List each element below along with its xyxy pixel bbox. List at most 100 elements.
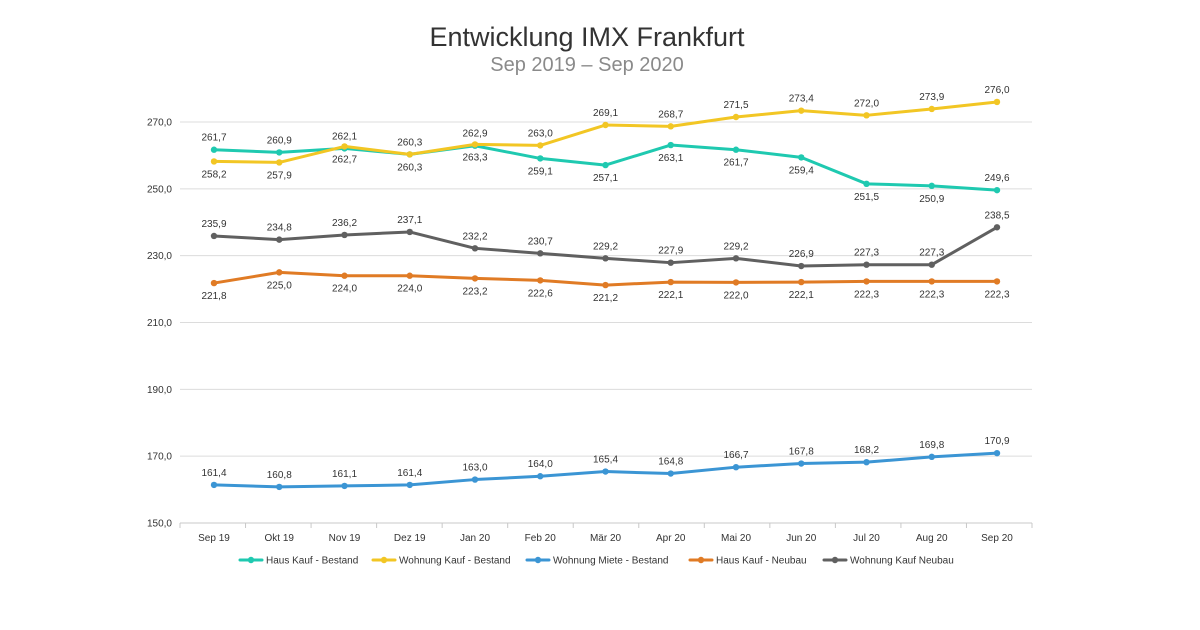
data-point — [210, 279, 218, 287]
data-point — [732, 463, 740, 471]
data-point — [928, 278, 935, 285]
data-point — [537, 277, 544, 284]
legend-label: Wohnung Miete - Bestand — [553, 556, 668, 567]
data-point — [602, 468, 609, 475]
data-label: 169,8 — [919, 440, 944, 451]
legend-label: Haus Kauf - Neubau — [716, 556, 807, 567]
data-point — [863, 278, 870, 285]
data-label: 225,0 — [267, 280, 292, 291]
chart-title: Entwicklung IMX Frankfurt — [429, 22, 745, 52]
data-label: 227,9 — [658, 246, 683, 257]
data-point — [537, 250, 544, 257]
data-label: 250,9 — [919, 194, 944, 205]
data-point — [993, 186, 1001, 194]
data-point — [471, 275, 479, 282]
data-label: 229,2 — [723, 241, 748, 252]
data-label: 164,8 — [658, 457, 683, 468]
data-point — [602, 255, 609, 262]
data-label: 232,2 — [462, 231, 487, 242]
data-label: 262,7 — [332, 154, 357, 165]
data-label: 268,7 — [658, 109, 683, 120]
data-point — [471, 476, 479, 483]
data-point — [602, 161, 609, 169]
data-label: 223,2 — [462, 286, 487, 297]
data-label: 166,7 — [723, 450, 748, 461]
data-label: 235,9 — [201, 219, 226, 230]
x-tick-label: Mär 20 — [590, 533, 622, 544]
data-label: 258,2 — [201, 169, 226, 180]
x-tick-label: Dez 19 — [394, 533, 426, 544]
y-tick-label: 230,0 — [147, 251, 172, 262]
data-point — [993, 98, 1001, 106]
legend-swatch-marker — [380, 556, 388, 564]
data-point — [406, 228, 413, 236]
data-label: 221,2 — [593, 293, 618, 304]
data-label: 221,8 — [201, 291, 226, 302]
x-tick-label: Apr 20 — [656, 533, 686, 544]
data-point — [667, 470, 674, 477]
data-label: 227,3 — [854, 248, 879, 259]
data-point — [537, 473, 544, 480]
data-label: 226,9 — [789, 249, 814, 260]
data-point — [928, 105, 935, 113]
data-point — [341, 272, 348, 279]
data-point — [210, 158, 218, 165]
data-point — [341, 231, 348, 239]
data-point — [928, 453, 935, 461]
data-label: 161,1 — [332, 469, 357, 480]
series-group — [210, 98, 1001, 491]
data-point — [667, 278, 674, 286]
data-point — [602, 281, 609, 289]
y-tick-label: 270,0 — [147, 118, 172, 129]
data-label: 222,3 — [919, 289, 944, 300]
data-label: 168,2 — [854, 445, 879, 456]
data-point — [732, 279, 740, 286]
data-label: 259,4 — [789, 165, 814, 176]
legend-swatch-marker — [534, 556, 542, 564]
data-point — [276, 483, 283, 491]
data-point — [993, 449, 1001, 457]
data-point — [341, 143, 348, 150]
y-tick-label: 250,0 — [147, 184, 172, 195]
data-point — [210, 146, 218, 153]
data-label: 259,1 — [528, 166, 553, 177]
data-point — [798, 278, 805, 286]
data-point — [276, 149, 283, 156]
data-point — [602, 121, 609, 129]
data-label: 263,3 — [462, 152, 487, 163]
data-label: 257,9 — [267, 170, 292, 181]
data-label: 161,4 — [397, 468, 422, 479]
data-point — [276, 269, 283, 276]
x-tick-label: Jul 20 — [853, 533, 880, 544]
x-tick-label: Aug 20 — [916, 533, 948, 544]
data-label: 238,5 — [984, 210, 1009, 221]
data-point — [537, 142, 544, 149]
chart-subtitle: Sep 2019 – Sep 2020 — [490, 54, 684, 76]
data-point — [928, 261, 935, 268]
data-label: 263,0 — [528, 128, 553, 139]
data-label: 236,2 — [332, 218, 357, 229]
data-point — [798, 154, 805, 161]
data-point — [210, 232, 218, 240]
data-label: 170,9 — [984, 436, 1009, 447]
data-label: 222,3 — [984, 289, 1009, 300]
legend-label: Haus Kauf - Bestand — [266, 556, 358, 567]
data-point — [210, 481, 218, 489]
data-point — [471, 245, 479, 252]
data-label: 237,1 — [397, 215, 422, 226]
data-label: 276,0 — [984, 85, 1009, 96]
legend-label: Wohnung Kauf - Bestand — [399, 556, 511, 567]
data-label: 222,6 — [528, 288, 553, 299]
data-point — [276, 236, 283, 243]
data-point — [863, 261, 870, 268]
data-label: 229,2 — [593, 241, 618, 252]
x-tick-label: Feb 20 — [525, 533, 557, 544]
data-label: 251,5 — [854, 192, 879, 203]
x-tick-label: Mai 20 — [721, 533, 751, 544]
data-label: 222,3 — [854, 289, 879, 300]
data-point — [732, 255, 740, 262]
y-tick-label: 170,0 — [147, 452, 172, 463]
data-label: 224,0 — [397, 284, 422, 295]
x-axis-ticks: Sep 19 Okt 19 Nov 19 Dez 19 Jan 20 Feb 20 Mär … — [179, 523, 1033, 544]
data-label: 249,6 — [984, 173, 1009, 184]
